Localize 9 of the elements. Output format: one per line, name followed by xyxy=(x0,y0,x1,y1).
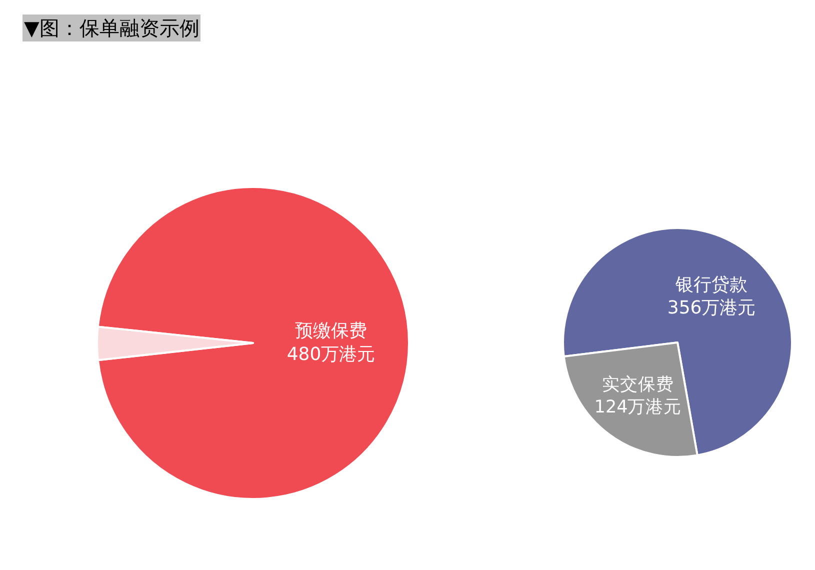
pie-slice xyxy=(562,227,793,456)
slice-label: 银行贷款 xyxy=(674,274,748,296)
data-label: 356万港元 xyxy=(667,298,756,319)
data-label: 124万港元 xyxy=(594,398,682,418)
data-label: 480万港元 xyxy=(286,344,376,365)
slice-label: 预缴保费 xyxy=(295,320,367,342)
pie-slice xyxy=(96,186,410,500)
chart-title: ▼图：保单融资示例 xyxy=(24,16,200,40)
slice-label: 实交保费 xyxy=(602,374,674,395)
